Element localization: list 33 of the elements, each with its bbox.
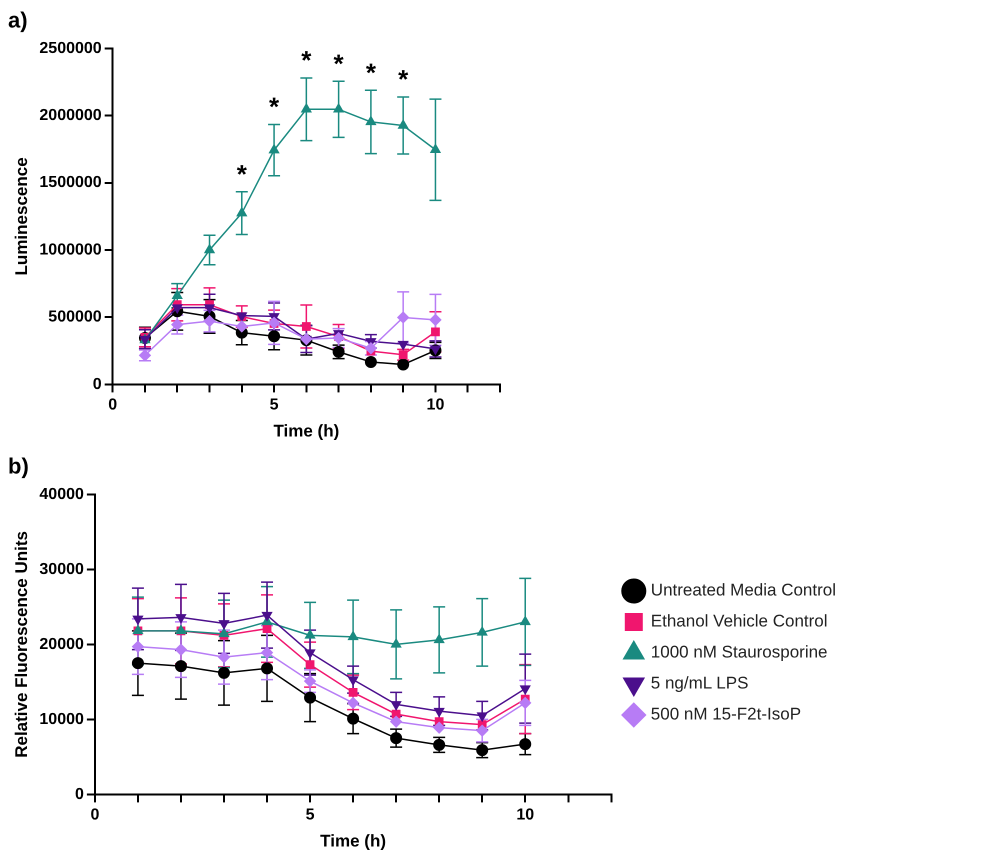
legend-label: 5 ng/mL LPS	[650, 674, 748, 693]
x-tick-label: 0	[108, 396, 118, 414]
x-axis-title: Time (h)	[273, 421, 340, 440]
legend-label: Untreated Media Control	[650, 580, 836, 600]
y-tick-label: 500000	[48, 308, 102, 326]
x-tick-label: 5	[306, 806, 315, 824]
y-axis-title: Luminescence	[12, 157, 31, 276]
y-tick-label: 20000	[39, 636, 84, 653]
x-tick-label: 5	[270, 396, 279, 414]
y-tick-label: 2500000	[39, 40, 102, 57]
y-tick-label: 30000	[39, 560, 84, 578]
annotation: *	[301, 45, 312, 76]
annotation: *	[334, 48, 345, 78]
x-axis-title: Time (h)	[320, 831, 386, 850]
y-tick-label: 10000	[39, 710, 84, 728]
y-tick-label: 0	[74, 786, 84, 803]
y-tick-label: 40000	[39, 486, 84, 503]
legend-label: 1000 nM Staurosporine	[650, 642, 828, 662]
y-tick-label: 1000000	[39, 241, 102, 258]
y-tick-label: 2000000	[39, 107, 102, 124]
x-tick-label: 10	[426, 396, 444, 414]
annotation: *	[366, 57, 377, 88]
y-tick-label: 1500000	[39, 174, 102, 192]
legend-label: 500 nM 15-F2t-IsoP	[650, 704, 802, 724]
chart-title: b)	[8, 453, 29, 478]
annotation: *	[236, 158, 248, 189]
legend-label: Ethanol Vehicle Control	[650, 612, 828, 631]
y-axis-title: Relative Fluorescence Units	[12, 531, 31, 758]
chart-title: a)	[8, 7, 28, 32]
y-tick-label: 0	[92, 376, 102, 393]
annotation: *	[269, 92, 280, 122]
annotation: *	[398, 64, 410, 94]
x-tick-label: 10	[516, 806, 534, 824]
